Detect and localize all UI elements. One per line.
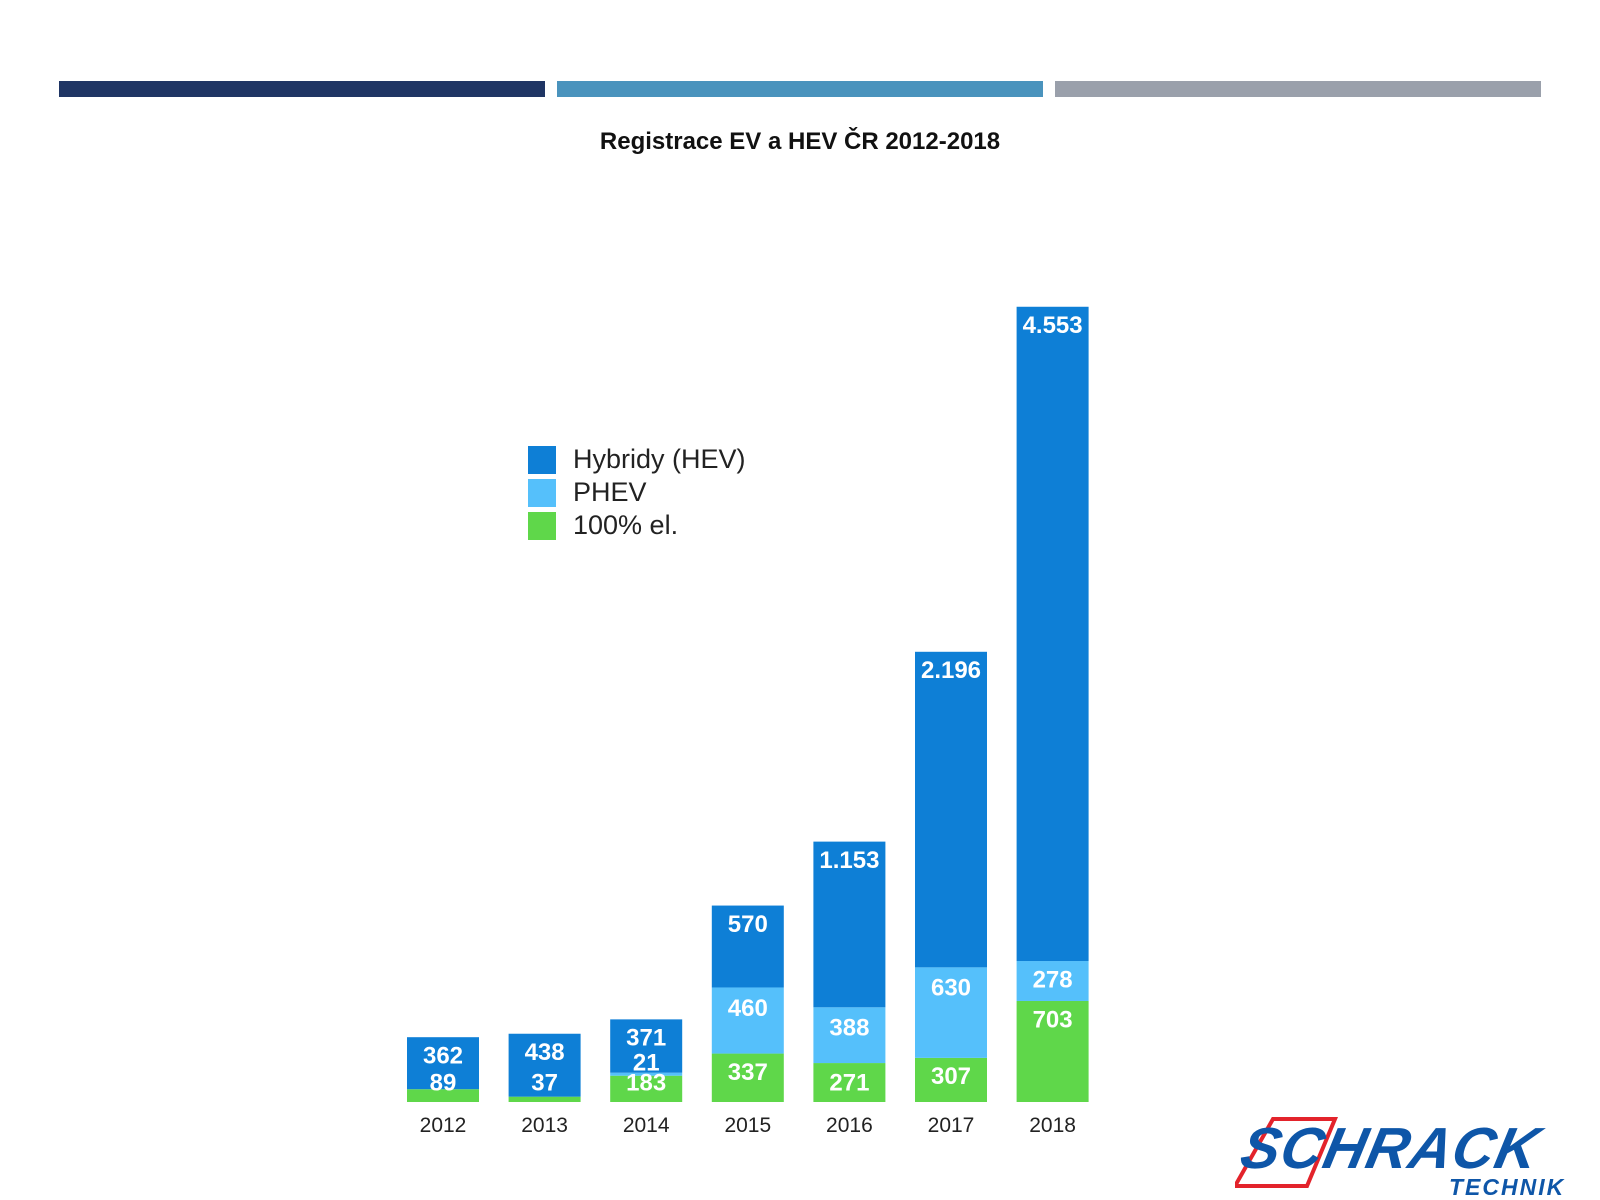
schrack-technik-logo: SCHRACK TECHNIK (1235, 1117, 1565, 1200)
data-label-2016-s0: 271 (829, 1069, 869, 1096)
data-label-2016-s1: 388 (829, 1015, 869, 1042)
logo-subtext: TECHNIK (1449, 1174, 1565, 1200)
legend-item-hev: Hybridy (HEV) (528, 443, 746, 476)
data-label-2015-s1: 460 (728, 995, 768, 1022)
header-bar-grey (1055, 81, 1541, 97)
legend-item-el: 100% el. (528, 509, 746, 542)
legend-item-phev: PHEV (528, 476, 746, 509)
data-label-2016-s2: 1.153 (819, 847, 879, 874)
bar-2012-hybridy-hev (407, 1037, 479, 1090)
chart-legend: Hybridy (HEV) PHEV 100% el. (528, 443, 746, 542)
bar-2017-100-el (915, 1057, 987, 1102)
x-tick-2018: 2018 (1029, 1114, 1076, 1137)
bar-2018-phev (1016, 961, 1089, 1001)
x-tick-2013: 2013 (521, 1114, 568, 1137)
data-label-2014-s0: 183 (626, 1069, 666, 1096)
bar-2017-hybridy-hev (915, 651, 987, 968)
data-label-2017-s0: 307 (931, 1063, 971, 1090)
data-label-2017-s1: 630 (931, 975, 971, 1002)
data-label-2013-s0: 37 (531, 1069, 558, 1096)
bar-2016-phev (813, 1007, 886, 1064)
legend-swatch-hev (528, 445, 556, 474)
x-tick-2015: 2015 (724, 1114, 771, 1137)
data-label-2018-s2: 4.553 (1023, 312, 1083, 339)
bar-2014-100-el (610, 1075, 683, 1102)
bar-2015-hybridy-hev (711, 905, 784, 988)
bar-2014-phev (610, 1072, 683, 1076)
data-label-2015-s2: 570 (728, 911, 768, 938)
bar-2016-hybridy-hev (813, 841, 886, 1008)
bar-2017-phev (915, 967, 987, 1058)
bar-2014-hybridy-hev (610, 1019, 683, 1073)
data-label-2017-s2: 2.196 (921, 657, 981, 684)
data-label-2012-s2: 362 (423, 1043, 463, 1070)
data-label-2018-s1: 278 (1033, 966, 1073, 993)
data-label-2015-s0: 337 (728, 1059, 768, 1086)
x-tick-2014: 2014 (623, 1114, 670, 1137)
bar-2015-phev (711, 987, 784, 1054)
legend-swatch-el (528, 511, 556, 540)
x-tick-2017: 2017 (928, 1114, 975, 1137)
bar-2018-100-el (1016, 1000, 1089, 1102)
data-label-2014-s2: 371 (626, 1025, 666, 1052)
bar-2013-100-el (508, 1096, 581, 1102)
bar-2015-100-el (711, 1053, 784, 1102)
legend-swatch-phev (528, 478, 556, 507)
x-tick-2016: 2016 (826, 1114, 873, 1137)
x-tick-2012: 2012 (420, 1114, 467, 1137)
legend-label-phev: PHEV (573, 477, 647, 507)
bar-2016-100-el (813, 1063, 886, 1102)
legend-label-el: 100% el. (573, 510, 679, 540)
data-label-2013-s2: 438 (525, 1039, 565, 1066)
bar-2013-hybridy-hev (508, 1033, 581, 1097)
data-label-2018-s0: 703 (1033, 1006, 1073, 1033)
data-label-2014-s1: 21 (633, 1049, 660, 1076)
chart-title: Registrace EV a HEV ČR 2012-2018 (599, 128, 1001, 155)
logo-wordmark: SCHRACK (1235, 1117, 1548, 1181)
header-bar-mid (557, 81, 1043, 97)
logo-red-outline (1235, 1117, 1339, 1188)
legend-label-hev: Hybridy (HEV) (573, 444, 746, 474)
bar-2018-hybridy-hev (1016, 306, 1089, 962)
bar-2012-100-el (407, 1089, 479, 1102)
header-bar-dark (59, 81, 545, 97)
data-label-2012-s0: 89 (430, 1069, 457, 1096)
